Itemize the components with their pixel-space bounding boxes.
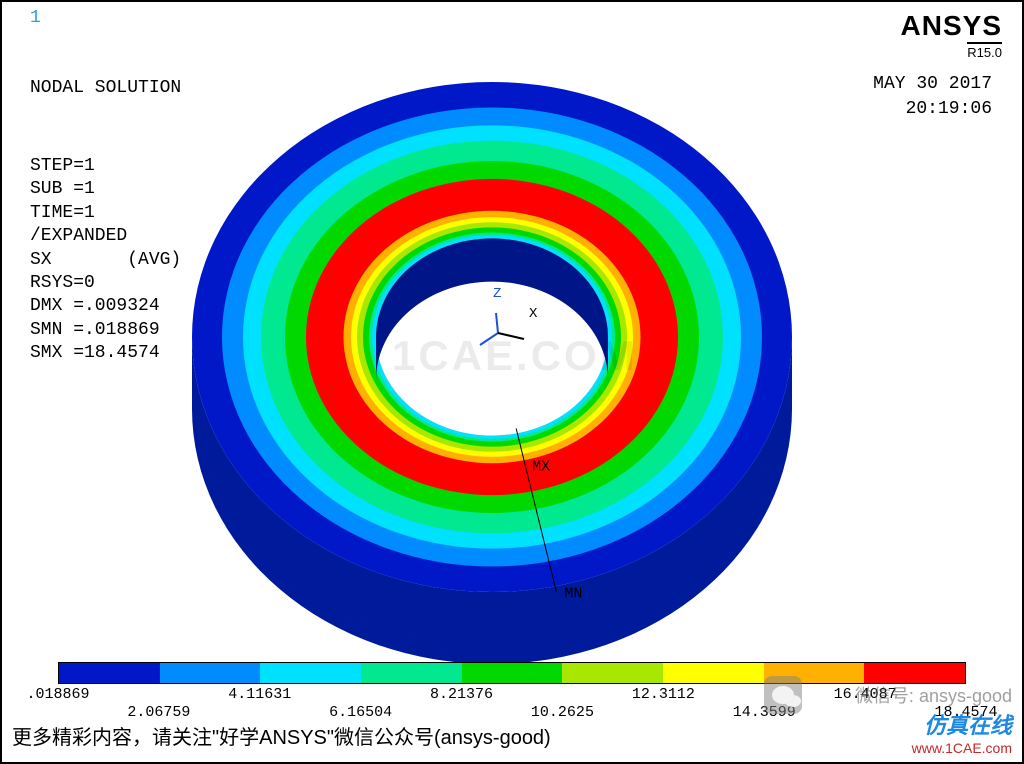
wechat-id: 微信号: ansys-good: [855, 682, 1012, 708]
svg-text:MX: MX: [532, 458, 550, 475]
brand-version: R15.0: [967, 42, 1002, 60]
color-legend: .0188692.067594.116316.165048.2137610.26…: [58, 662, 966, 714]
site-brand: 仿真在线: [855, 708, 1012, 740]
brand-block: ANSYS R15.0: [901, 10, 1002, 62]
footer-text: 更多精彩内容，请关注"好学ANSYS"微信公众号(ansys-good): [12, 721, 551, 750]
svg-text:MN: MN: [564, 586, 582, 603]
legend-ticks: .0188692.067594.116316.165048.2137610.26…: [58, 684, 966, 714]
date-text: MAY 30 2017: [873, 72, 992, 97]
brand-logo: ANSYS: [901, 10, 1002, 42]
contour-plot: MX MN: [122, 22, 882, 662]
legend-bar: [58, 662, 966, 684]
wechat-icon: [764, 676, 802, 714]
watermark-right: 微信号: ansys-good 仿真在线 www.1CAE.com: [855, 682, 1012, 756]
datetime-block: MAY 30 2017 20:19:06: [873, 72, 992, 122]
frame-number: 1: [30, 8, 41, 28]
site-url: www.1CAE.com: [855, 740, 1012, 756]
time-text: 20:19:06: [873, 97, 992, 122]
